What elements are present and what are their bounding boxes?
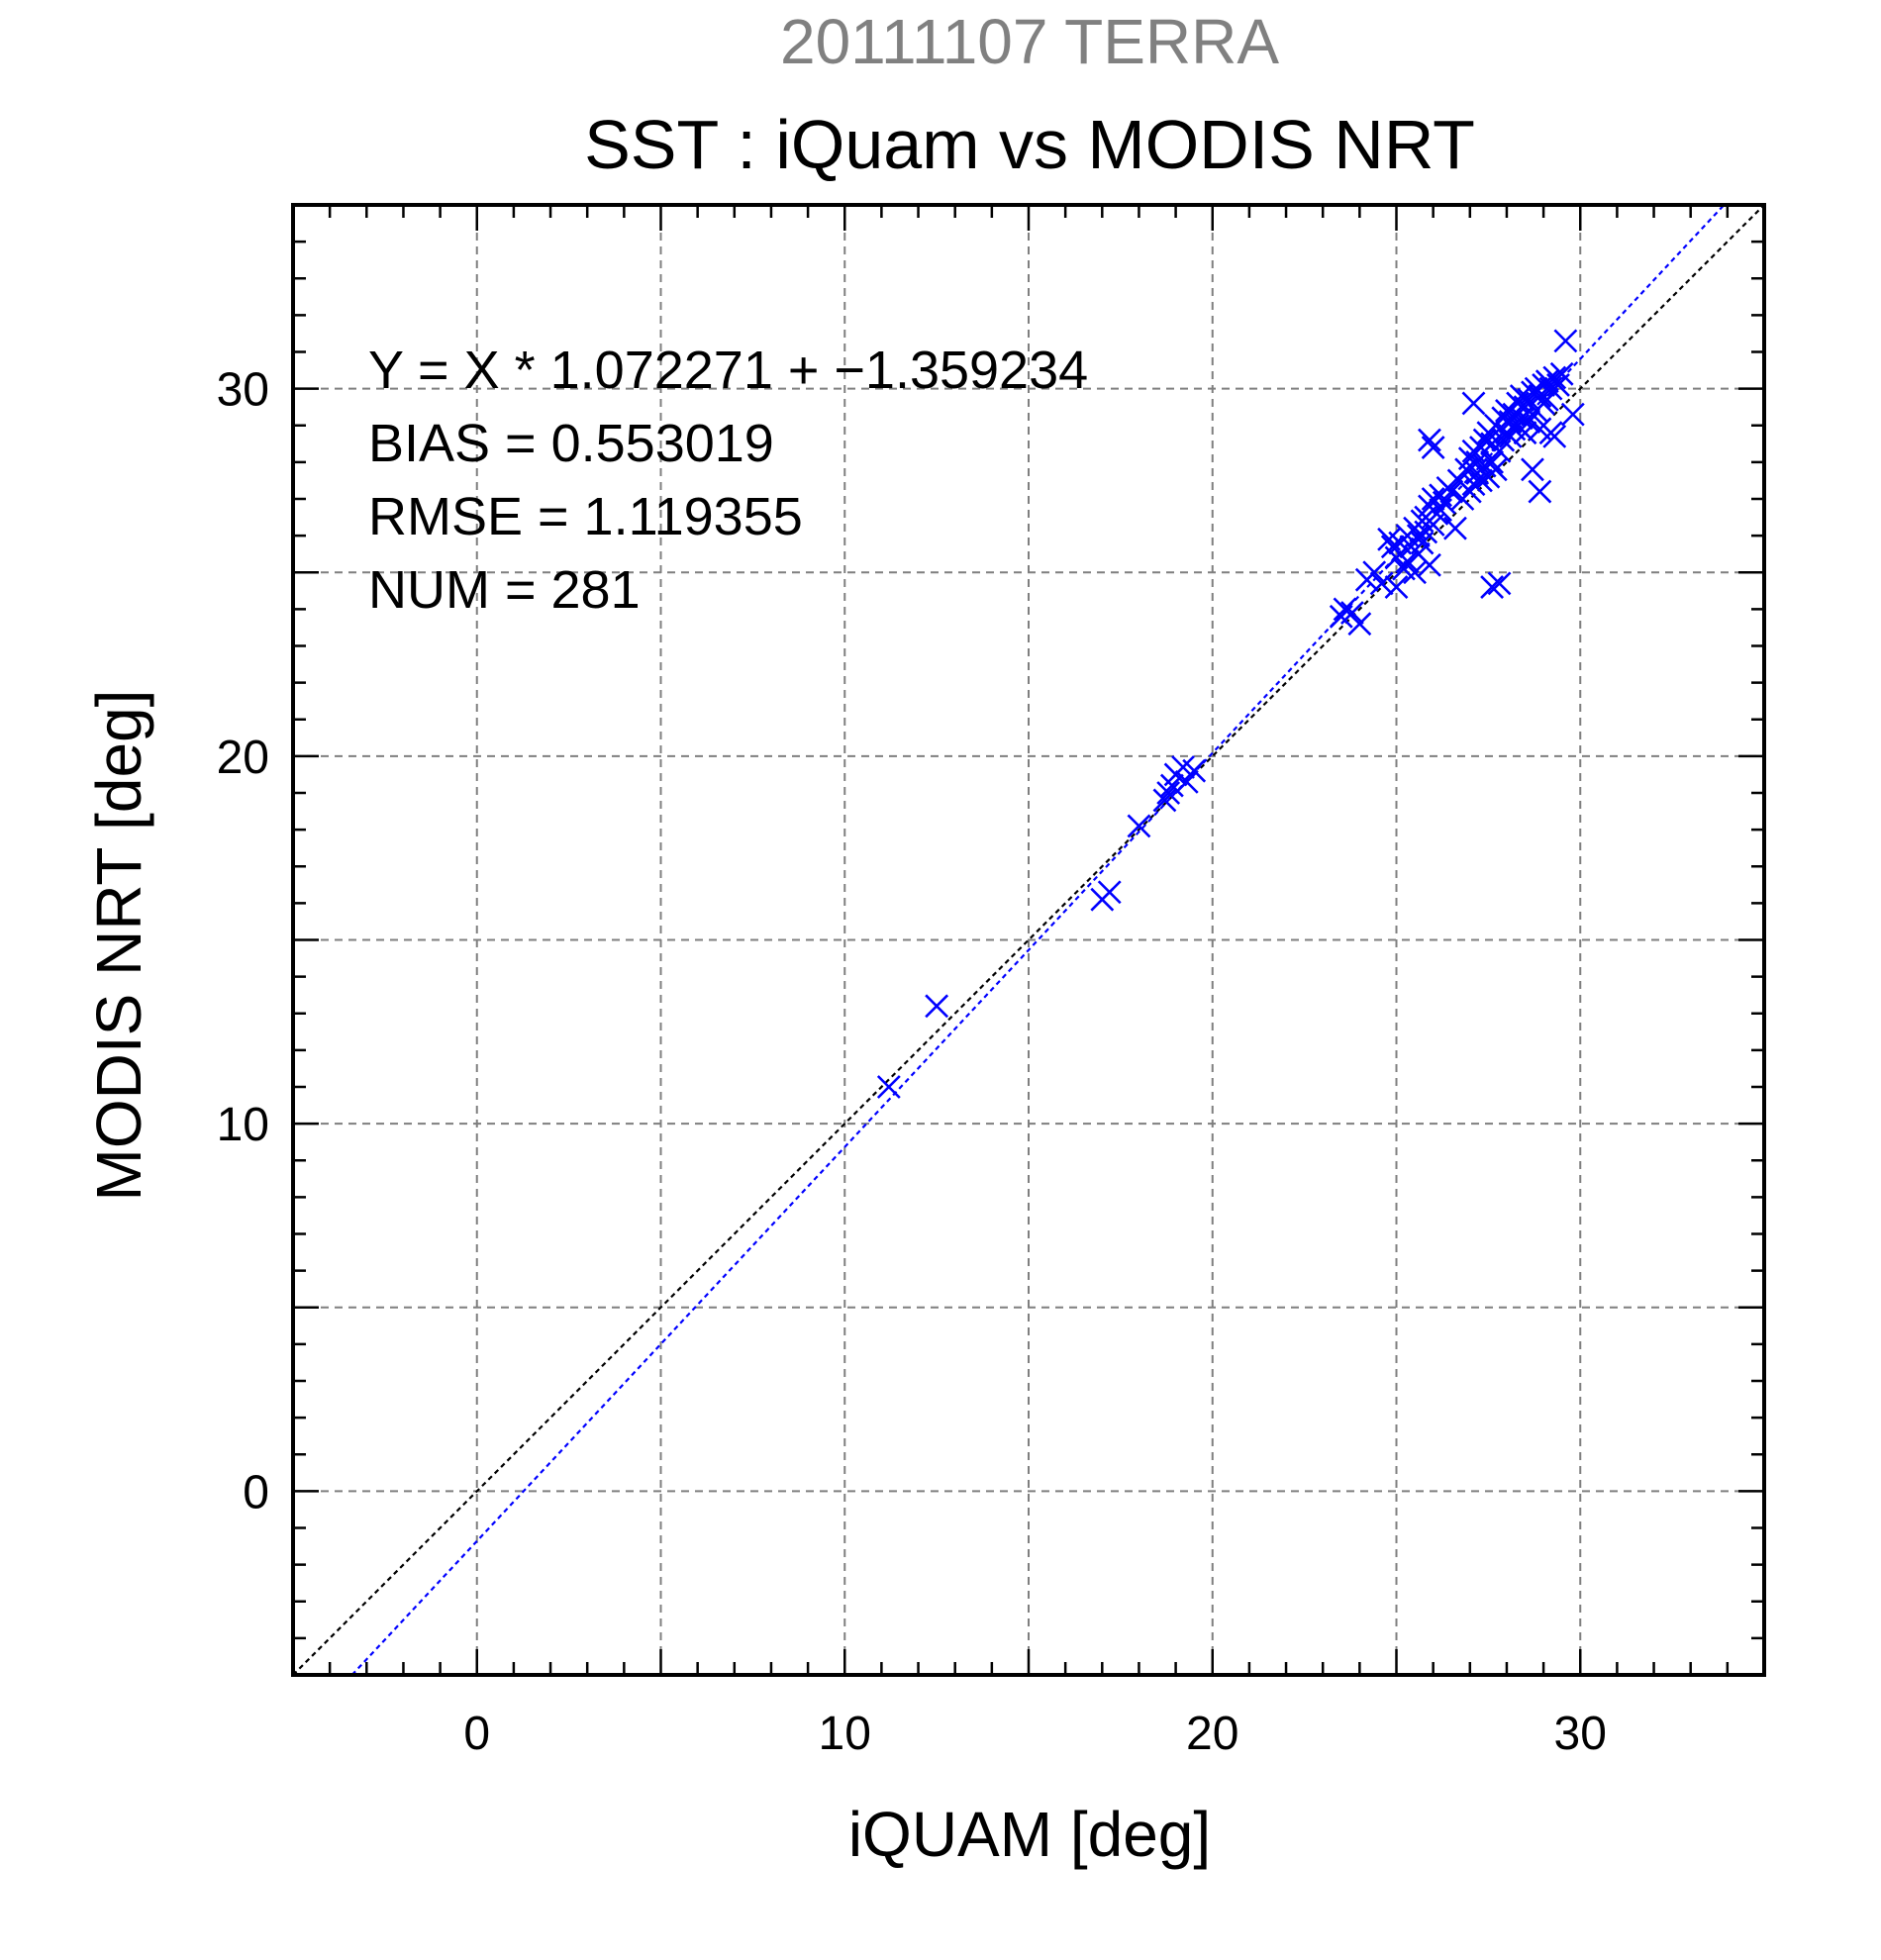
plot-frame [291, 203, 1766, 1677]
data-point [1439, 479, 1464, 504]
data-point [1432, 490, 1456, 515]
grid-lines [293, 205, 1764, 1675]
data-point [1418, 428, 1441, 452]
y-tick-label: 0 [243, 1466, 269, 1519]
data-point [1528, 479, 1552, 504]
data-point [1384, 575, 1409, 600]
data-point [1182, 758, 1207, 783]
data-point [1443, 516, 1467, 540]
tick-labels: 0 10 20 30 0 10 20 30 [217, 364, 1607, 1760]
data-point [1156, 781, 1181, 805]
y-tick-label: 10 [217, 1099, 269, 1151]
data-point [1097, 880, 1122, 905]
data-point [1480, 449, 1505, 474]
x-tick-label: 20 [1186, 1708, 1238, 1760]
regression-equation: Y = X * 1.072271 + −1.359234 [368, 341, 1088, 400]
y-tick-label: 20 [217, 732, 269, 784]
data-points [876, 329, 1585, 1099]
data-point [1542, 365, 1567, 390]
data-point [1542, 424, 1567, 448]
data-point [1395, 549, 1420, 574]
x-tick-label: 30 [1554, 1708, 1607, 1760]
data-point [876, 1075, 901, 1099]
data-point [1429, 498, 1452, 523]
data-point [1472, 428, 1497, 452]
data-point [1362, 560, 1387, 585]
data-point [1461, 391, 1486, 416]
chart-supertitle: 20111107 TERRA [780, 6, 1279, 77]
data-point [1347, 612, 1372, 637]
data-point [1174, 769, 1199, 794]
data-point [1487, 571, 1512, 596]
data-point [1521, 457, 1544, 482]
data-point [1418, 552, 1441, 577]
data-point [1340, 601, 1364, 626]
data-point [1469, 468, 1493, 493]
chart-title: SST : iQuam vs MODIS NRT [584, 106, 1475, 183]
x-tick-label: 0 [463, 1708, 490, 1760]
data-point [1480, 575, 1505, 600]
data-point [1369, 571, 1394, 596]
data-point [1403, 560, 1427, 585]
y-tick-label: 30 [217, 364, 269, 417]
data-point [1421, 436, 1445, 459]
data-point [1549, 361, 1574, 386]
data-point [1152, 788, 1177, 813]
one-to-one-line [292, 204, 1765, 1676]
data-point [1127, 814, 1151, 838]
data-point [1553, 329, 1578, 353]
data-point [1406, 524, 1431, 548]
x-axis-label: iQUAM [deg] [848, 1799, 1211, 1870]
data-point [925, 994, 949, 1019]
num-stat: NUM = 281 [368, 560, 641, 620]
axis-ticks [293, 205, 1764, 1675]
bias-stat: BIAS = 0.553019 [368, 414, 774, 473]
x-tick-label: 10 [819, 1708, 871, 1760]
data-point [1560, 402, 1585, 427]
rmse-stat: RMSE = 1.119355 [368, 487, 803, 546]
stats-annotation: Y = X * 1.072271 + −1.359234 BIAS = 0.55… [368, 341, 1088, 620]
data-point [1517, 410, 1541, 434]
data-point [1483, 457, 1508, 482]
y-axis-label: MODIS NRT [deg] [83, 690, 154, 1202]
